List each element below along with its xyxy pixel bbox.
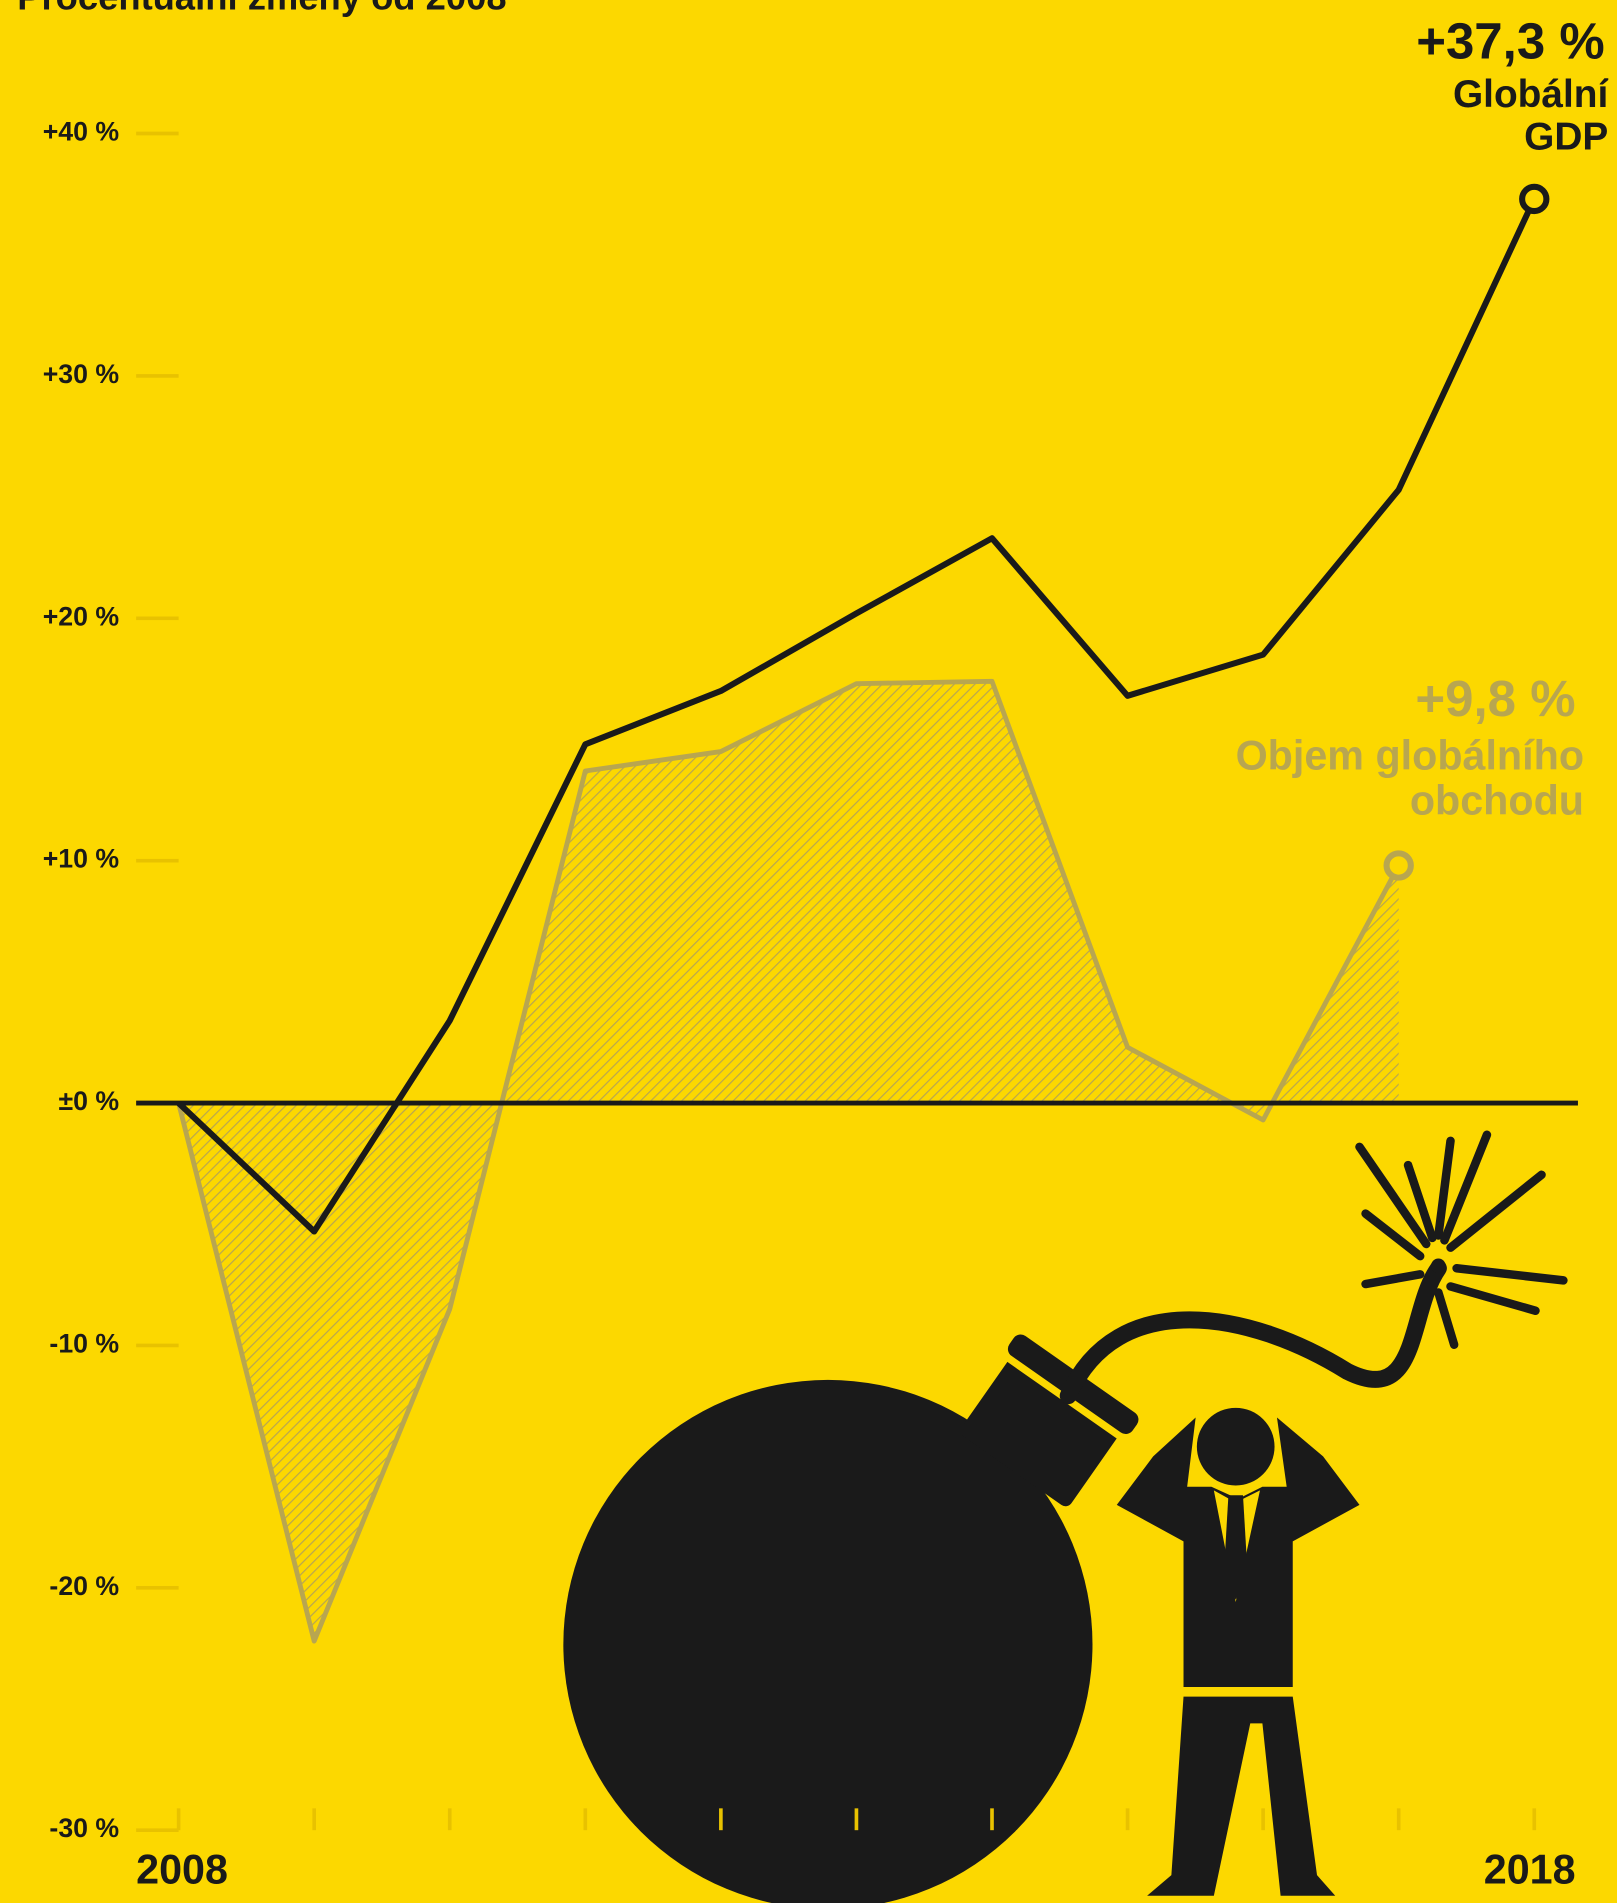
end-label: +9,8 %	[1415, 670, 1575, 727]
line	[176, 678, 1401, 1644]
trade-label-box: Objem globálního obchodu	[1235, 734, 1585, 825]
series-name: Objem globálního obchodu	[1235, 734, 1585, 825]
bomb-illustration	[563, 1130, 1568, 1903]
line	[176, 197, 1538, 1235]
end-marker	[1383, 850, 1414, 881]
y-tick-label: ±0 %	[59, 1086, 120, 1116]
area	[178, 681, 1399, 1642]
y-tick-label: +20 %	[43, 601, 120, 631]
end-marker	[1519, 183, 1550, 215]
y-tick-label: -30 %	[49, 1813, 119, 1843]
y-tick-label: +30 %	[43, 359, 120, 389]
y-tick-label: +10 %	[43, 844, 120, 874]
series-name: Globální GDP	[1452, 72, 1609, 159]
x-tick-label: 2008	[136, 1847, 228, 1893]
y-tick-label: +40 %	[43, 117, 120, 147]
x-tick-label: 2018	[1484, 1847, 1576, 1893]
plot: -30 % -20 % -10 % ±0 % +10 % +20 % +30 % +40 % 2…	[43, 12, 1605, 1892]
gdp-label-box: Globální GDP	[1452, 72, 1609, 159]
y-tick-label: -20 %	[49, 1571, 119, 1601]
end-label: +37,3 %	[1416, 12, 1604, 69]
y-tick-label: -10 %	[49, 1328, 119, 1358]
chart-title: Procentuální změny od 2008	[17, 0, 506, 18]
